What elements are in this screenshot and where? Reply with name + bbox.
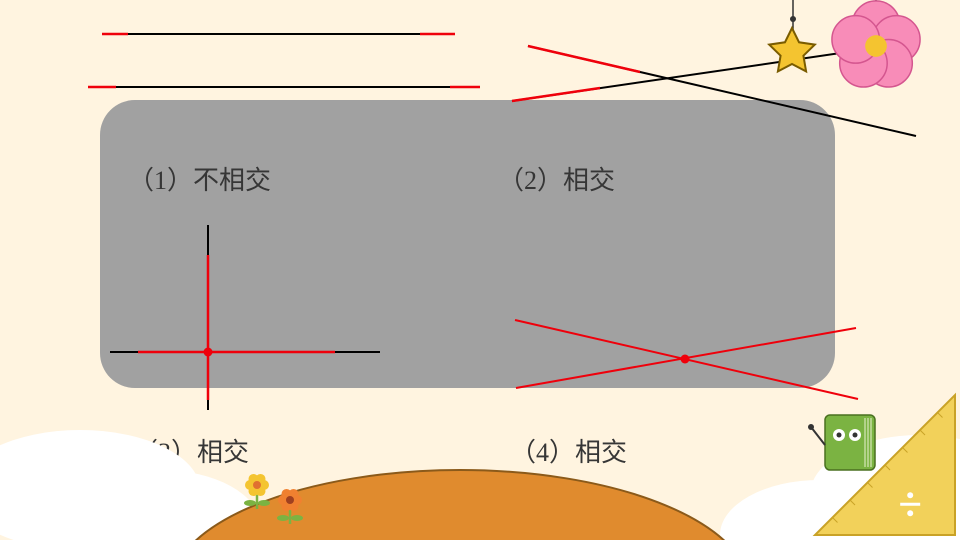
label-4: （4）相交: [510, 432, 627, 469]
label-2: （2）相交: [498, 160, 615, 197]
label-3: （3）相交: [132, 432, 249, 469]
label-1: （1）不相交: [128, 160, 271, 197]
